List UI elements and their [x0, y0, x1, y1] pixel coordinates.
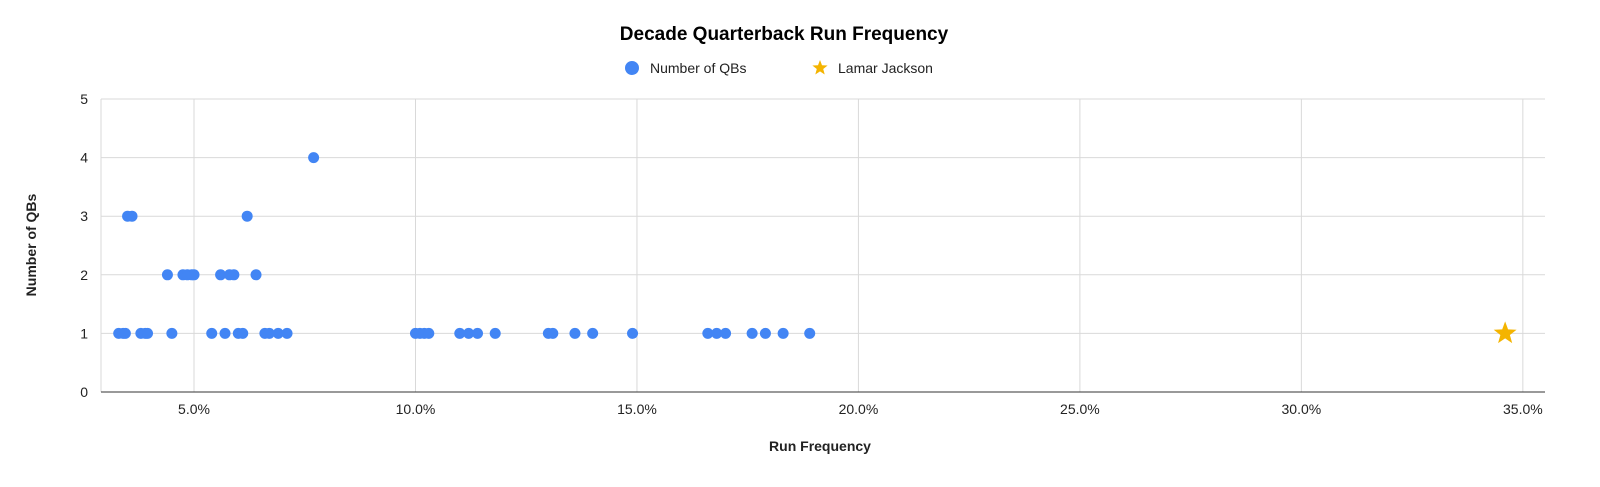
- y-tick-labels: 0 1 2 3 4 5: [80, 91, 88, 400]
- data-point: [423, 327, 435, 339]
- legend-label-number-of-qbs: Number of QBs: [650, 60, 746, 76]
- data-point: [206, 327, 218, 339]
- data-point: [472, 327, 484, 339]
- data-point: [746, 327, 758, 339]
- data-point: [463, 327, 475, 339]
- data-point: [804, 327, 816, 339]
- data-point: [720, 327, 732, 339]
- x-axis-title: Run Frequency: [769, 438, 871, 454]
- legend-label-lamar-jackson: Lamar Jackson: [838, 60, 933, 76]
- data-point: [188, 269, 200, 281]
- x-tick-label: 35.0%: [1503, 401, 1543, 417]
- data-point: [569, 327, 581, 339]
- x-tick-label: 25.0%: [1060, 401, 1100, 417]
- y-tick-label: 2: [80, 267, 88, 283]
- data-point: [454, 327, 466, 339]
- x-gridlines: [100, 99, 1524, 392]
- data-point: [547, 327, 559, 339]
- data-point: [237, 327, 249, 339]
- x-tick-label: 20.0%: [839, 401, 879, 417]
- data-point: [281, 327, 293, 339]
- data-point: [759, 327, 771, 339]
- x-tick-label: 15.0%: [617, 401, 657, 417]
- data-point: [272, 327, 284, 339]
- data-point: [161, 269, 173, 281]
- data-point: [308, 152, 320, 164]
- y-tick-label: 1: [80, 325, 88, 341]
- legend-marker-lamar-jackson: [812, 60, 828, 75]
- data-point: [489, 327, 501, 339]
- chart-title: Decade Quarterback Run Frequency: [620, 24, 949, 45]
- x-tick-label: 5.0%: [178, 401, 210, 417]
- legend-marker-number-of-qbs: [625, 61, 639, 75]
- data-point: [126, 210, 138, 222]
- data-point: [241, 210, 253, 222]
- data-point: [711, 327, 723, 339]
- data-point-lamar-jackson: [1493, 321, 1517, 344]
- data-point: [250, 269, 262, 281]
- y-tick-label: 3: [80, 208, 88, 224]
- y-axis-title: Number of QBs: [23, 193, 39, 296]
- y-tick-label: 5: [80, 91, 88, 107]
- data-point: [587, 327, 599, 339]
- data-point: [228, 269, 240, 281]
- data-point: [627, 327, 639, 339]
- data-point: [166, 327, 178, 339]
- data-point: [142, 327, 154, 339]
- data-point: [219, 327, 231, 339]
- data-point: [777, 327, 789, 339]
- legend: Number of QBs Lamar Jackson: [625, 60, 933, 76]
- y-tick-label: 4: [80, 150, 88, 166]
- y-gridlines: [101, 98, 1545, 393]
- x-tick-label: 10.0%: [396, 401, 436, 417]
- data-point: [263, 327, 275, 339]
- data-point: [119, 327, 131, 339]
- data-point: [215, 269, 227, 281]
- data-points: [113, 152, 1517, 344]
- data-point: [702, 327, 714, 339]
- x-tick-labels: 5.0% 10.0% 15.0% 20.0% 25.0% 30.0% 35.0%: [178, 401, 1543, 417]
- y-tick-label: 0: [80, 384, 88, 400]
- x-tick-label: 30.0%: [1282, 401, 1322, 417]
